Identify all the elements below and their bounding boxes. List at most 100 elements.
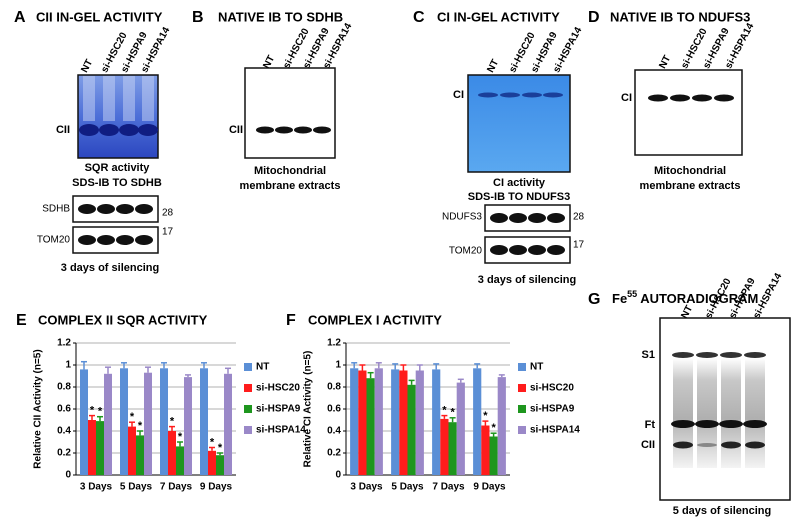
gel-band (714, 94, 734, 102)
caption: SQR activity (85, 162, 151, 174)
gel-band (543, 92, 563, 98)
blot-label: SDHB (42, 204, 70, 215)
blot-band (528, 245, 546, 255)
lane-label: NT (79, 58, 95, 75)
y-tick-label: 0.8 (57, 382, 71, 393)
lane-smear (721, 358, 741, 468)
gel-band (79, 124, 99, 136)
bar (80, 369, 88, 475)
footer: 3 days of silencing (478, 274, 576, 286)
gel-band (256, 126, 274, 134)
x-tick-label: 7 Days (160, 482, 193, 493)
gel-band (670, 94, 690, 102)
lane-smear (673, 358, 693, 468)
panel-title: CII IN-GEL ACTIVITY (36, 9, 163, 24)
y-axis-label: Relative CII Activity (n=5) (33, 349, 44, 468)
bar (374, 368, 383, 475)
gel-band (313, 126, 331, 134)
blot-band (135, 204, 153, 214)
bar (136, 435, 144, 475)
lane-streak (103, 76, 115, 121)
caption: CI activity (493, 177, 546, 189)
bar (200, 368, 208, 475)
marker-size: 28 (162, 208, 174, 219)
footer: 5 days of silencing (673, 505, 771, 517)
footer: 3 days of silencing (61, 262, 159, 274)
panel-title: NATIVE IB TO NDUFS3 (610, 9, 750, 24)
gel (634, 69, 743, 156)
legend-swatch (518, 363, 526, 371)
bar (168, 431, 176, 475)
x-tick-label: 3 Days (80, 482, 113, 493)
blot-title: SDS-IB TO NDUFS3 (468, 191, 570, 203)
legend-label: NT (530, 362, 543, 373)
y-tick-label: 0.6 (327, 404, 341, 415)
bar (350, 368, 359, 475)
bar (407, 384, 416, 475)
significance-marker: * (218, 442, 223, 454)
gel-band (719, 420, 743, 428)
lane-streak (83, 76, 95, 121)
gel-band (720, 352, 742, 358)
x-tick-label: 9 Days (200, 482, 233, 493)
significance-marker: * (130, 411, 135, 423)
legend-label: NT (256, 362, 269, 373)
bar (176, 446, 184, 475)
lane-label: si-HSPA14 (551, 25, 584, 75)
blot-band (490, 245, 508, 255)
y-tick-label: 1.2 (57, 338, 71, 349)
bar (216, 455, 224, 475)
y-tick-label: 0 (335, 470, 341, 481)
legend-swatch (244, 384, 252, 392)
panel-letter: C (413, 9, 425, 26)
gel-band (500, 92, 520, 98)
panel-letter: A (14, 9, 26, 26)
legend-swatch (244, 405, 252, 413)
significance-marker: * (442, 405, 447, 417)
title-part: Fe (612, 291, 627, 306)
bar (208, 450, 216, 475)
blot-band (509, 213, 527, 223)
x-tick-label: 5 Days (120, 482, 153, 493)
y-tick-label: 1.2 (327, 338, 341, 349)
band-label: Ft (645, 419, 656, 431)
bar (497, 377, 506, 475)
legend-label: si-HSC20 (530, 383, 574, 394)
bar (415, 370, 424, 475)
chart-title: COMPLEX II SQR ACTIVITY (38, 312, 208, 327)
blot-band (78, 204, 96, 214)
y-tick-label: 0.2 (327, 448, 341, 459)
gel-band (478, 92, 498, 98)
blot-band (116, 235, 134, 245)
blot-band (97, 204, 115, 214)
significance-marker: * (98, 406, 103, 418)
bar (391, 369, 400, 475)
x-tick-label: 7 Days (432, 482, 465, 493)
lane-label: si-HSPA14 (723, 21, 756, 71)
panel-letter: E (16, 312, 27, 329)
panel-letter: B (192, 9, 204, 26)
gel-band (696, 352, 718, 358)
blot-band (528, 213, 546, 223)
blot-band (509, 245, 527, 255)
marker-size: 17 (573, 240, 585, 251)
bar (128, 426, 136, 475)
gel-band (745, 441, 765, 449)
gel-band (648, 94, 668, 102)
panel-title: NATIVE IB TO SDHB (218, 9, 343, 24)
y-tick-label: 0.4 (327, 426, 341, 437)
legend-label: si-HSPA14 (256, 425, 306, 436)
legend-swatch (518, 405, 526, 413)
y-tick-label: 0.8 (327, 382, 341, 393)
blot-band (116, 204, 134, 214)
legend-swatch (518, 384, 526, 392)
blot-label: NDUFS3 (442, 212, 482, 223)
title-part: AUTORADIOGRAM (640, 291, 758, 306)
lane-label: NT (485, 58, 501, 75)
gel-band (294, 126, 312, 134)
caption: membrane extracts (640, 180, 741, 192)
marker-size: 17 (162, 227, 174, 238)
band-label: CII (56, 124, 70, 136)
y-tick-label: 1 (335, 360, 341, 371)
significance-marker: * (138, 420, 143, 432)
